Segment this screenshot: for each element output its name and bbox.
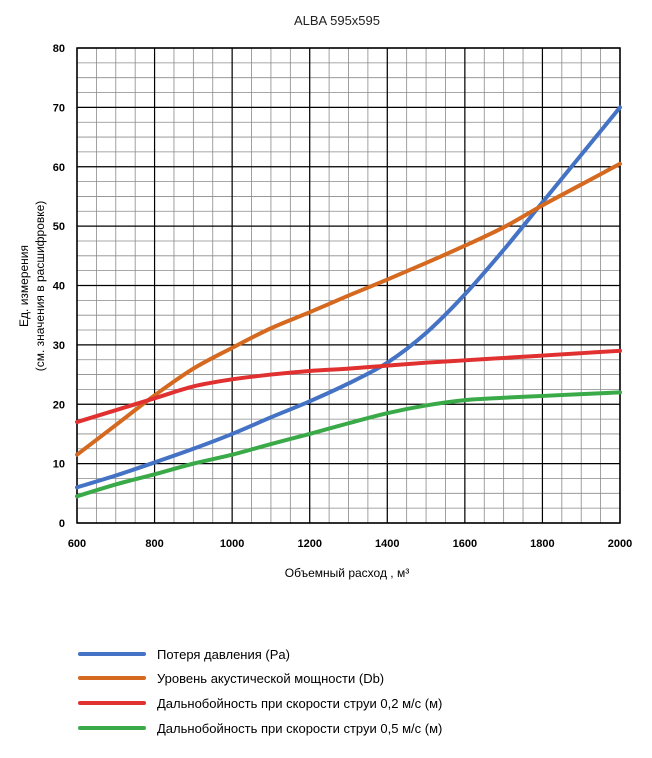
series-line-pressure-loss	[75, 105, 622, 490]
y-axis-label-line1: Ед. измерения	[17, 245, 31, 327]
series-line-throw-02	[75, 348, 622, 425]
y-axis-label-line2: (см. значения в расшифровке)	[33, 201, 47, 372]
y-tick-label: 50	[53, 221, 65, 233]
y-axis-label-group: Ед. измерения (см. значения в расшифровк…	[17, 201, 47, 372]
legend: Потеря давления (Pa) Уровень акустическо…	[78, 647, 442, 736]
x-axis-label: Объемный расход , м³	[285, 566, 409, 580]
x-tick-label: 1600	[453, 538, 477, 550]
y-tick-label: 10	[53, 459, 65, 471]
chart-title: ALBA 595x595	[294, 13, 380, 28]
y-tick-label: 0	[59, 518, 65, 530]
y-tick-label: 70	[53, 102, 65, 114]
x-tick-label: 2000	[608, 538, 632, 550]
plot-area-frame	[76, 47, 621, 524]
legend-label-throw-02: Дальнобойность при скорости струи 0,2 м/…	[157, 696, 442, 711]
y-axis-ticks: 0 10 20 30 40 50 60 70 80	[53, 43, 65, 530]
y-tick-label: 60	[53, 162, 65, 174]
y-tick-label: 40	[53, 281, 65, 293]
x-tick-label: 600	[68, 538, 86, 550]
series-line-throw-05	[75, 390, 622, 499]
y-tick-label: 20	[53, 399, 65, 411]
series-lines	[75, 105, 622, 499]
y-tick-label: 80	[53, 43, 65, 55]
x-tick-label: 1800	[530, 538, 554, 550]
series-line-acoustic-power	[75, 161, 622, 457]
x-tick-label: 1400	[375, 538, 399, 550]
legend-label-throw-05: Дальнобойность при скорости струи 0,5 м/…	[157, 721, 442, 736]
legend-label-acoustic-power: Уровень акустической мощности (Db)	[157, 671, 384, 686]
x-tick-label: 1200	[297, 538, 321, 550]
x-tick-label: 1000	[220, 538, 244, 550]
y-tick-label: 30	[53, 340, 65, 352]
x-tick-label: 800	[145, 538, 163, 550]
legend-label-pressure-loss: Потеря давления (Pa)	[157, 647, 290, 662]
x-axis-ticks: 600 800 1000 1200 1400 1600 1800 2000	[68, 538, 632, 550]
